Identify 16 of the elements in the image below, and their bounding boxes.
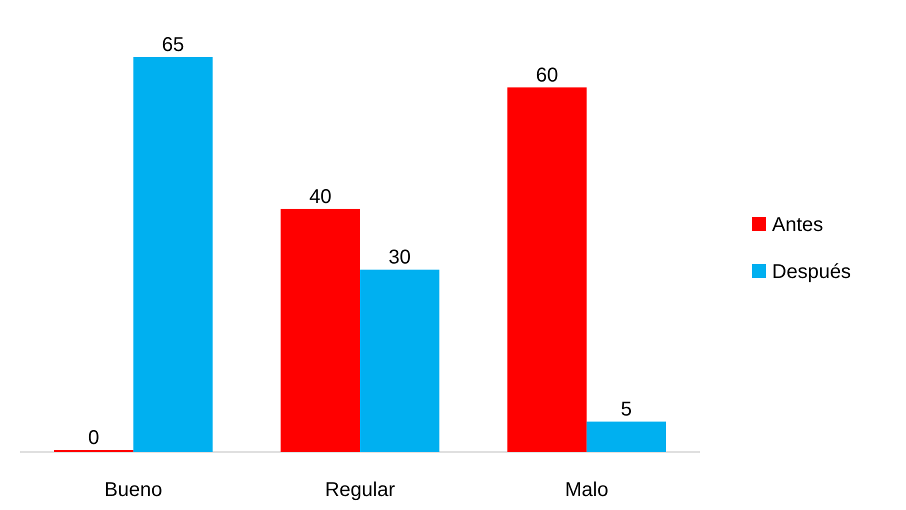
legend-label: Después: [772, 261, 851, 283]
data-label: 40: [309, 186, 332, 208]
x-tick-label: Bueno: [104, 479, 162, 501]
data-label: 65: [162, 34, 184, 56]
bar: [586, 422, 666, 452]
bar: [360, 270, 440, 452]
bar: [133, 57, 213, 452]
bar: [280, 208, 360, 452]
data-label: 30: [388, 246, 411, 269]
x-tick-label: Regular: [324, 479, 396, 501]
data-label: 60: [536, 64, 558, 86]
data-label: 5: [620, 398, 632, 421]
data-label: 0: [88, 427, 100, 449]
x-tick-label: Malo: [564, 479, 608, 501]
bar: [507, 87, 587, 452]
legend-label: Antes: [772, 214, 824, 236]
